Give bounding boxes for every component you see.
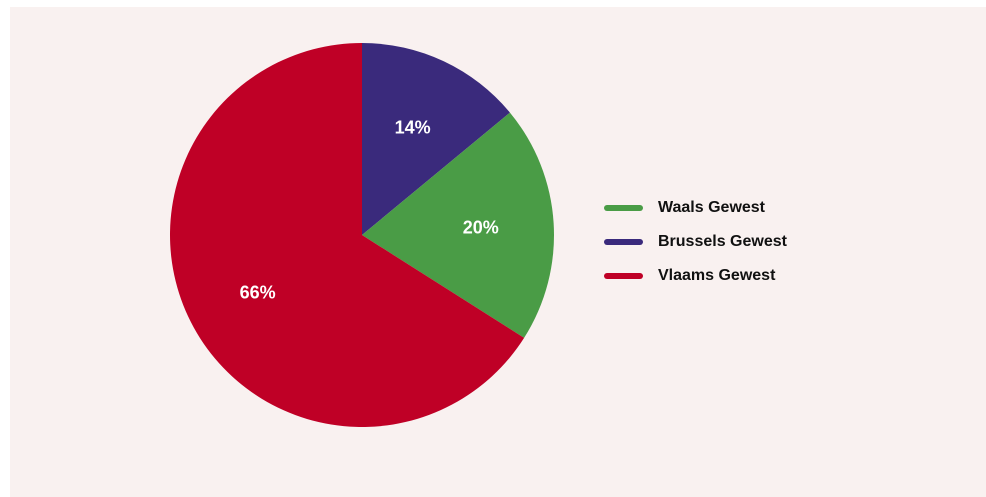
pie-slice-brussels-gewest — [362, 43, 510, 235]
legend-item-waals: Waals Gewest — [604, 198, 787, 217]
slice-label-waals-gewest: 20% — [463, 218, 499, 238]
pie-slice-vlaams-gewest — [170, 43, 525, 428]
legend-item-vlaams: Vlaams Gewest — [604, 266, 787, 285]
pie-chart: 14% 20% 66% — [170, 43, 554, 428]
pie-slice-waals-gewest — [362, 112, 554, 338]
legend: Waals Gewest Brussels Gewest Vlaams Gewe… — [604, 198, 787, 300]
legend-label: Waals Gewest — [658, 198, 766, 216]
slice-label-vlaams-gewest: 66% — [240, 282, 276, 302]
chart-panel: 14% 20% 66% Waals Gewest Brussels Gewest V… — [10, 7, 986, 497]
legend-swatch — [604, 238, 643, 245]
legend-label: Vlaams Gewest — [658, 266, 776, 284]
legend-label: Brussels Gewest — [658, 232, 787, 250]
slice-label-brussels-gewest: 14% — [395, 117, 431, 137]
legend-item-brussels: Brussels Gewest — [604, 232, 787, 251]
legend-swatch — [604, 204, 643, 211]
legend-swatch — [604, 272, 643, 279]
